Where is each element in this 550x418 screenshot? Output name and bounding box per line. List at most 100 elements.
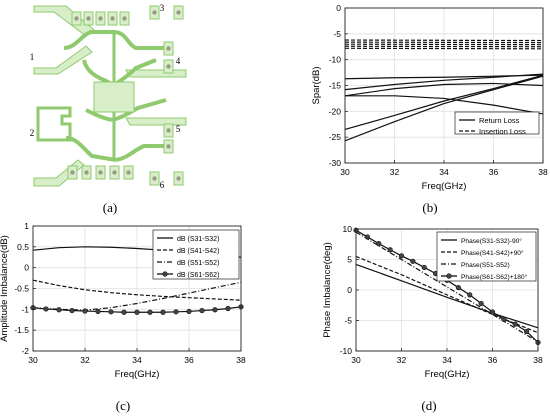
caption-d: (d) bbox=[421, 398, 437, 413]
y-tick-label: -1 bbox=[21, 304, 29, 314]
data-point bbox=[147, 309, 153, 315]
chart-phase-imbalance: 30 32 34 36 38 -10 -5 0 5 10 Freq(GHz) Phase Imbala… bbox=[322, 224, 543, 380]
y-axis-label: Amplitude Imbalance(dB) bbox=[0, 235, 10, 342]
legend-label: Phase(S31-S32)-90° bbox=[461, 237, 522, 245]
coupler-trace bbox=[115, 144, 168, 162]
series-line-0 bbox=[344, 39, 544, 42]
y-axis-label: Spar(dB) bbox=[311, 66, 322, 104]
data-point bbox=[421, 264, 427, 271]
y-axis-label: Phase Imbalance(deg) bbox=[322, 242, 333, 338]
via bbox=[86, 16, 91, 21]
data-point bbox=[160, 309, 166, 315]
y-tick-label: 0 bbox=[347, 285, 352, 295]
series-line-9 bbox=[344, 74, 544, 130]
x-tick-label: 34 bbox=[439, 167, 449, 177]
y-tick-label: -30 bbox=[329, 158, 342, 168]
y-tick-label: -25 bbox=[329, 132, 342, 142]
stub-trace bbox=[36, 106, 72, 142]
via bbox=[166, 144, 171, 149]
x-tick-label: 32 bbox=[390, 167, 400, 177]
via bbox=[110, 16, 115, 21]
x-tick-label: 30 bbox=[28, 355, 38, 365]
x-tick-label: 30 bbox=[340, 167, 350, 177]
y-tick-label: 5 bbox=[347, 255, 352, 265]
data-point bbox=[489, 309, 496, 315]
via bbox=[70, 170, 75, 175]
data-point bbox=[95, 308, 101, 315]
data-point bbox=[173, 309, 179, 315]
data-point bbox=[501, 316, 507, 322]
y-tick-label: -10 bbox=[329, 55, 342, 65]
coupler-trace bbox=[63, 30, 114, 50]
data-point bbox=[410, 258, 416, 264]
via bbox=[126, 170, 131, 175]
data-point bbox=[478, 300, 484, 307]
via bbox=[166, 64, 171, 69]
x-tick-label: 38 bbox=[538, 167, 548, 177]
data-point bbox=[455, 284, 461, 291]
coupler-trace bbox=[85, 108, 113, 122]
data-point bbox=[225, 305, 231, 312]
data-point bbox=[199, 307, 205, 314]
legend-box bbox=[454, 111, 540, 135]
data-point bbox=[398, 253, 405, 259]
x-tick-label: 38 bbox=[533, 355, 543, 365]
via bbox=[166, 128, 171, 133]
coupler-trace bbox=[113, 30, 166, 50]
y-tick-label: -20 bbox=[329, 106, 342, 116]
via bbox=[84, 170, 89, 175]
y-tick-label: -0.5 bbox=[14, 284, 29, 294]
x-tick-label: 30 bbox=[351, 355, 361, 365]
y-tick-label: -2 bbox=[21, 346, 29, 356]
x-axis-label: Freq(GHz) bbox=[425, 369, 470, 380]
x-tick-label: 34 bbox=[132, 355, 142, 365]
data-point bbox=[134, 309, 140, 315]
series-line-2 bbox=[344, 43, 544, 46]
coupler-trace bbox=[82, 59, 115, 87]
y-tick-label: 10 bbox=[343, 224, 353, 234]
data-point bbox=[186, 308, 192, 315]
data-point bbox=[56, 307, 62, 313]
y-tick-label: 0 bbox=[336, 3, 341, 13]
port-label-2: 2 bbox=[30, 128, 35, 138]
via bbox=[152, 10, 157, 15]
x-tick-label: 38 bbox=[236, 355, 246, 365]
x-tick-label: 36 bbox=[488, 355, 498, 365]
series-line-4 bbox=[344, 47, 544, 50]
data-point bbox=[512, 321, 518, 327]
caption-b: (b) bbox=[422, 200, 438, 215]
y-tick-label: 1 bbox=[24, 221, 29, 231]
caption-c: (c) bbox=[115, 398, 131, 413]
via bbox=[98, 170, 103, 175]
via bbox=[112, 170, 117, 175]
port-label-4: 4 bbox=[176, 56, 181, 66]
via bbox=[122, 16, 127, 21]
y-tick-label: -5 bbox=[333, 29, 341, 39]
legend-marker bbox=[446, 273, 452, 279]
data-point bbox=[212, 307, 218, 313]
series-line-6 bbox=[344, 73, 544, 91]
data-point bbox=[364, 234, 370, 240]
x-tick-label: 34 bbox=[442, 355, 452, 365]
series-line-8 bbox=[345, 95, 544, 115]
via bbox=[166, 46, 171, 51]
series-line-1 bbox=[344, 41, 544, 44]
data-point bbox=[82, 308, 88, 314]
y-tick-label: -15 bbox=[329, 81, 342, 91]
legend-marker bbox=[162, 271, 168, 277]
legend-label: dB (S41-S42) bbox=[177, 248, 219, 255]
layout-drawing: 1 2 3 4 5 6 bbox=[30, 3, 187, 190]
chart-spar: 30 32 34 36 38 -30 -25 -20 -15 -10 -5 0 Freq(GHz) Spa… bbox=[311, 3, 548, 192]
x-axis-label: Freq(GHz) bbox=[422, 181, 467, 192]
x-tick-label: 32 bbox=[80, 355, 90, 365]
hatched-band bbox=[125, 117, 187, 126]
via bbox=[98, 16, 103, 21]
series-line-2 bbox=[355, 231, 539, 343]
y-tick-label: 0.5 bbox=[17, 242, 29, 252]
x-tick-label: 36 bbox=[184, 355, 194, 365]
x-tick-label: 32 bbox=[397, 355, 407, 365]
port-label-5: 5 bbox=[176, 124, 181, 134]
data-point bbox=[69, 307, 75, 314]
port-label-6: 6 bbox=[160, 180, 165, 190]
port-label-3: 3 bbox=[160, 3, 165, 13]
